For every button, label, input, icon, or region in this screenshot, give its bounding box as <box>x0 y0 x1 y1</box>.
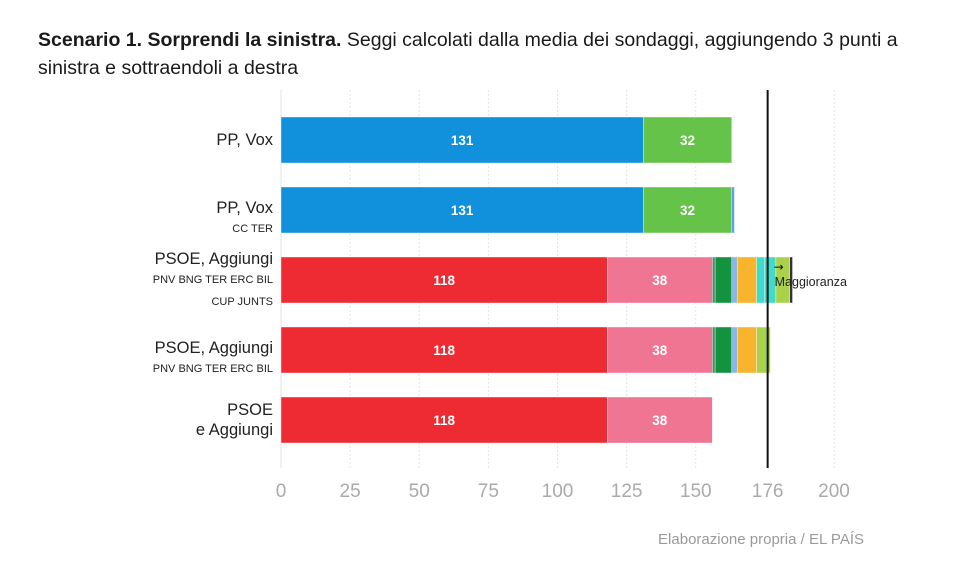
bar-data-label: 38 <box>652 343 668 358</box>
x-tick-label-100: 100 <box>542 481 574 502</box>
majority-arrow-icon: → <box>774 260 784 274</box>
bar-data-label: 118 <box>433 343 455 358</box>
row-label-main: PSOE, Aggiungi <box>154 250 273 268</box>
bar-data-label: 38 <box>652 273 668 288</box>
bar-data-label: 38 <box>652 413 668 428</box>
x-tick-label-176: 176 <box>752 481 784 502</box>
chart-title-bold: Scenario 1. Sorprendi la sinistra. <box>38 29 342 51</box>
bar-segment-ter <box>756 256 766 304</box>
bar-data-label: 131 <box>451 133 474 148</box>
bar-segment-psoe <box>280 396 608 444</box>
bar-segment-erc <box>737 326 757 374</box>
bar-segment-aggiungi <box>607 396 713 444</box>
x-tick-label-75: 75 <box>478 481 499 502</box>
chart-title-rest: Seggi calcolati dalla media dei sondaggi… <box>38 29 898 79</box>
row-label: PSOE, Aggiungi PNV BNG TER ERC BIL <box>153 338 273 380</box>
bar-segment-pp <box>280 186 644 234</box>
bar-segment-aggiungi <box>607 326 713 374</box>
row-label-parties: PNV BNG TER ERC BIL <box>152 363 273 375</box>
bar-data-label: 118 <box>433 273 455 288</box>
row-label-main: PP, Vox <box>216 131 273 149</box>
row-label: PSOE e Aggiungi <box>196 400 273 440</box>
row-label: PP, Vox CC TER <box>216 198 273 240</box>
bar-segment-vox <box>643 186 732 234</box>
bar-segment-erc <box>737 256 757 304</box>
bar-segment-bil <box>714 256 732 304</box>
row-label-parties: CUP JUNTS <box>211 296 273 308</box>
majority-label: Maggioranza <box>775 275 847 289</box>
row-label-main: PSOE <box>227 401 273 419</box>
x-tick-label-50: 50 <box>409 481 430 502</box>
x-tick-label-200: 200 <box>818 481 850 502</box>
bar-segment-bng <box>731 326 738 374</box>
bar-segment-pnv <box>712 326 716 374</box>
bar-segment-pp <box>280 116 644 164</box>
x-tick-label-25: 25 <box>340 481 361 502</box>
bar-segment-vox <box>643 116 732 164</box>
row-label-main: PSOE, Aggiungi <box>154 339 273 357</box>
bar-segment-pnv <box>712 256 716 304</box>
bar-segment-cc <box>731 186 735 234</box>
bar-segment-psoe <box>280 256 608 304</box>
x-tick-label-150: 150 <box>680 481 712 502</box>
row-label: PSOE, Aggiungi PNV BNG TER ERC BIL CUP JUN… <box>153 249 273 313</box>
row-label-main: e Aggiungi <box>195 421 273 439</box>
bar-segment-— <box>789 256 793 304</box>
bar-data-label: 131 <box>451 203 474 218</box>
bar-segment-psoe <box>280 326 608 374</box>
row-label-main: PP, Vox <box>216 199 273 217</box>
chart-title: Scenario 1. Sorprendi la sinistra. Seggi… <box>38 26 898 82</box>
x-tick-label-125: 125 <box>611 481 643 502</box>
bar-data-label: 32 <box>680 203 695 218</box>
bar-segment-bng <box>731 256 738 304</box>
bar-segment-bil <box>714 326 732 374</box>
row-label-parties: CC TER <box>232 223 273 235</box>
bar-data-label: 118 <box>433 413 455 428</box>
x-tick-label-0: 0 <box>276 481 287 502</box>
source-credit: Elaborazione propria / EL PAÍS <box>658 531 864 548</box>
bar-segment-aggiungi <box>607 256 713 304</box>
bar-data-label: 32 <box>680 133 695 148</box>
row-label: PP, Vox <box>216 130 273 150</box>
row-label-parties: PNV BNG TER ERC BIL <box>152 274 273 286</box>
